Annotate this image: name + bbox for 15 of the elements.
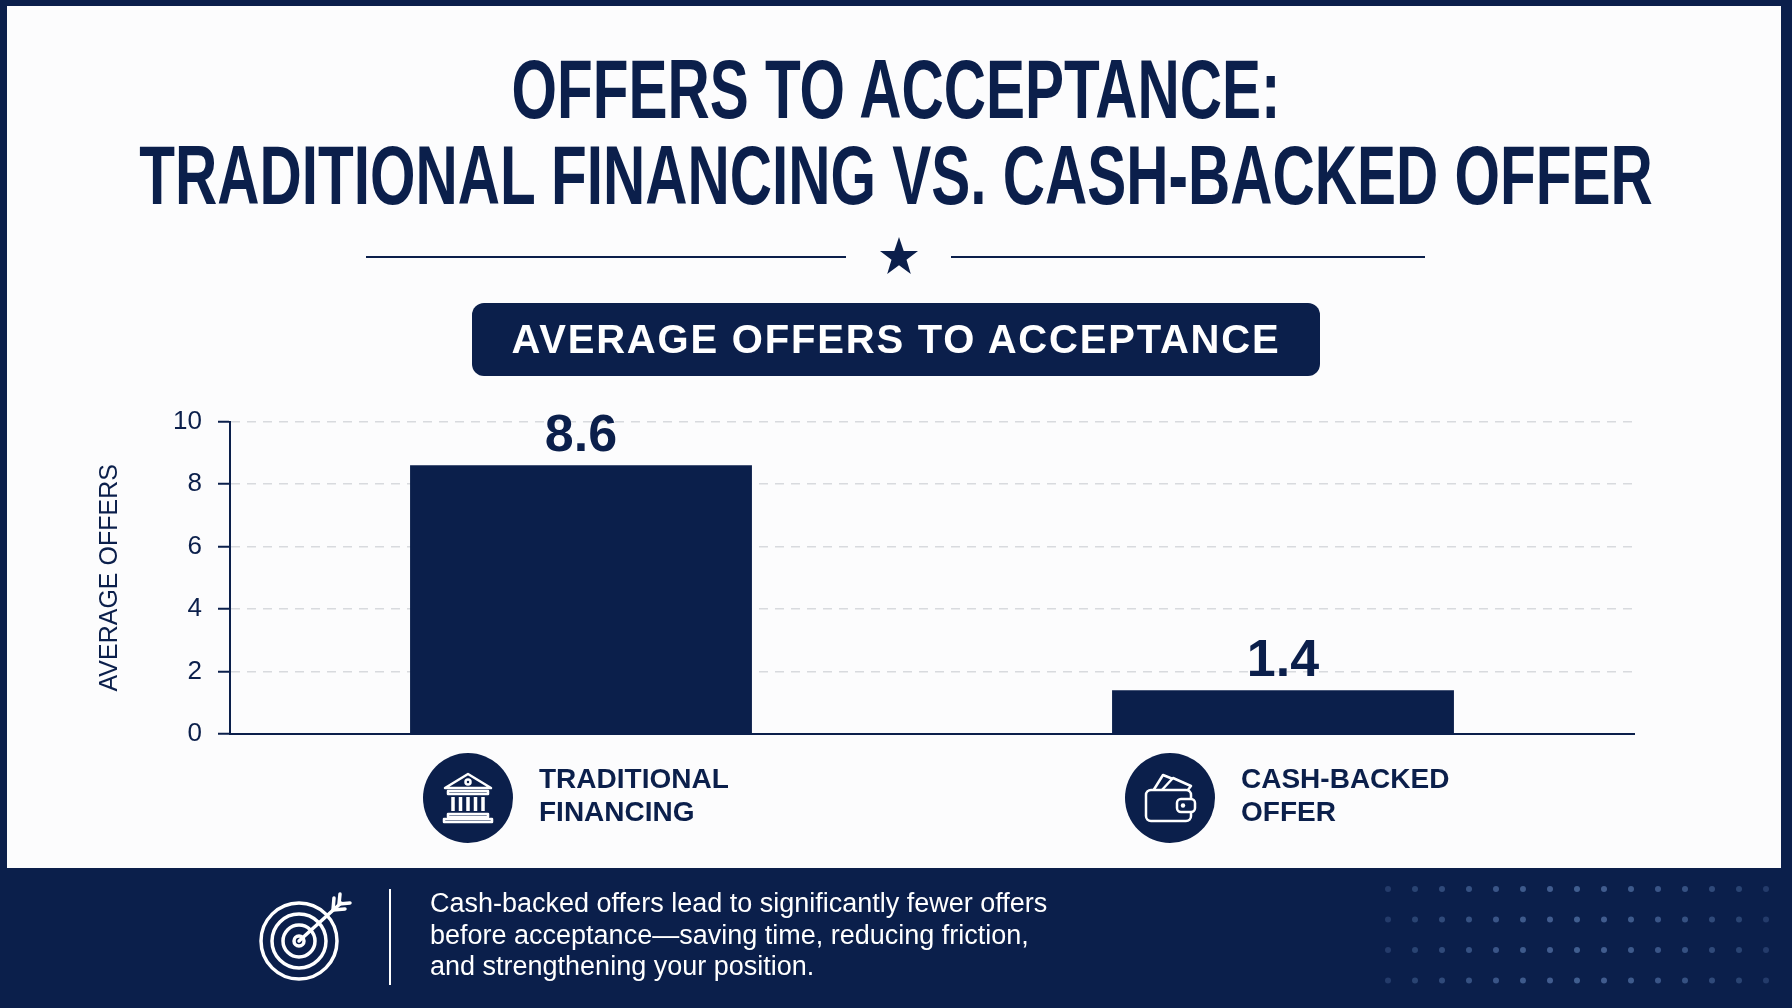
data-label: 8.6 [544,404,618,463]
chart-title: OFFERS TO ACCEPTANCE: TRADITIONAL FINANCING VS. CASH-BACKED OFFER [139,41,1653,222]
y-tick-label: 6 [187,529,202,560]
banner: AVERAGE OFFERS TO ACCEPTANCE [471,303,1321,376]
text: Cash-backed offers lead to significantly fewer offers before acceptance—saving time, reducing friction, and strengthening your position. [430,888,1049,983]
y-tick-label: 2 [187,654,202,685]
chart-subtitle: AVERAGE OFFERS TO ACCEPTANCE [511,317,1281,361]
y-tick-label: 8 [187,467,202,498]
y-tick-label: 4 [187,592,202,623]
y-tick-label: 10 [173,404,202,435]
data-label: 1.4 [1246,629,1320,688]
x-tick-label: CASH-BACKED OFFER [1241,762,1450,828]
x-tick-label: TRADITIONAL FINANCING [539,762,729,828]
y-tick-label: 0 [187,717,202,748]
y-axis-title: AVERAGE OFFERS [93,464,122,692]
